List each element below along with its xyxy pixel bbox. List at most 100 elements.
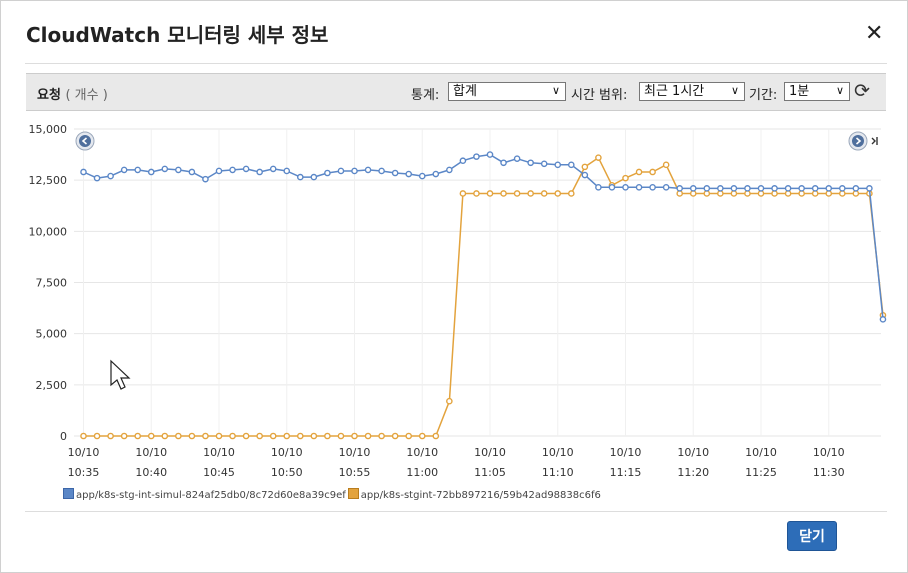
chart-nav bbox=[75, 131, 878, 151]
statistic-label: 통계: bbox=[411, 88, 440, 103]
data-point-orange bbox=[446, 397, 453, 405]
data-point-blue bbox=[771, 185, 778, 192]
data-point-orange bbox=[418, 432, 426, 440]
data-point-blue bbox=[80, 168, 87, 176]
data-point-orange bbox=[202, 432, 209, 440]
data-point-blue bbox=[161, 165, 169, 173]
data-point-blue bbox=[852, 185, 860, 192]
data-point-orange bbox=[581, 163, 589, 171]
data-point-blue bbox=[649, 184, 656, 191]
data-point-orange bbox=[93, 432, 101, 440]
data-point-orange bbox=[568, 190, 575, 197]
data-point-blue bbox=[811, 185, 819, 192]
data-point-blue bbox=[595, 184, 602, 191]
data-point-orange bbox=[188, 432, 196, 440]
y-axis-ticks: 15,000 12,500 10,000 7,500 5,000 2,500 0 bbox=[29, 123, 68, 443]
time-range-select[interactable]: 최근 1시간 ∨ bbox=[639, 82, 745, 101]
data-point-blue bbox=[175, 166, 182, 174]
data-point-orange bbox=[134, 432, 141, 440]
data-point-orange bbox=[324, 432, 331, 440]
data-point-orange bbox=[391, 432, 399, 440]
close-button[interactable]: 닫기 bbox=[787, 521, 837, 551]
data-point-orange bbox=[351, 432, 358, 440]
period-label: 기간: bbox=[749, 88, 778, 103]
data-point-orange bbox=[622, 174, 629, 182]
x-tick-time: 11:00 bbox=[406, 466, 438, 479]
data-point-blue bbox=[418, 172, 426, 180]
data-point-blue bbox=[283, 167, 291, 175]
chart-legend: app/k8s-stg-int-simul-824af25db0/8c72d60… bbox=[63, 488, 601, 501]
data-point-blue bbox=[147, 168, 155, 176]
data-point-orange bbox=[473, 190, 480, 197]
data-point-orange bbox=[283, 432, 291, 440]
data-point-orange bbox=[527, 190, 534, 197]
chevron-down-icon: ∨ bbox=[835, 84, 844, 97]
data-point-blue bbox=[107, 172, 114, 180]
latest-period-button[interactable] bbox=[871, 137, 878, 145]
data-point-blue bbox=[689, 185, 697, 192]
legend-swatch-orange bbox=[347, 488, 359, 499]
mouse-cursor-icon bbox=[110, 359, 131, 390]
y-tick-label: 2,500 bbox=[36, 379, 68, 392]
data-point-blue bbox=[405, 170, 413, 178]
x-tick-date: 10/10 bbox=[339, 446, 371, 459]
statistic-value: 합계 bbox=[453, 84, 477, 99]
next-period-button[interactable] bbox=[848, 131, 868, 151]
statistic-select[interactable]: 합계 ∨ bbox=[448, 82, 566, 101]
legend-label-blue: app/k8s-stg-int-simul-824af25db0/8c72d60… bbox=[76, 490, 346, 501]
data-point-blue bbox=[730, 185, 738, 192]
data-point-blue bbox=[879, 316, 887, 323]
x-axis-ticks: 10/10 10:35 10/10 10:40 10/10 10:45 10/10 10:50… bbox=[68, 446, 845, 479]
refresh-icon[interactable]: ⟳ bbox=[854, 80, 870, 102]
y-tick-label: 5,000 bbox=[36, 328, 68, 341]
data-point-orange bbox=[296, 432, 304, 440]
x-tick-date: 10/10 bbox=[610, 446, 642, 459]
y-tick-label: 7,500 bbox=[36, 277, 68, 290]
data-point-blue bbox=[391, 169, 399, 177]
x-tick-date: 10/10 bbox=[271, 446, 303, 459]
data-point-orange bbox=[432, 432, 440, 440]
x-tick-time: 11:15 bbox=[610, 466, 642, 479]
data-point-blue bbox=[866, 185, 873, 192]
x-tick-date: 10/10 bbox=[542, 446, 574, 459]
data-point-blue bbox=[473, 153, 480, 160]
x-tick-time: 10:45 bbox=[203, 466, 235, 479]
metric-label: 요청 ( 개수 ) bbox=[37, 84, 108, 103]
series-line-orange bbox=[83, 156, 884, 437]
data-point-blue bbox=[540, 160, 548, 168]
x-tick-date: 10/10 bbox=[203, 446, 235, 459]
data-point-orange bbox=[405, 432, 413, 440]
x-tick-time: 11:20 bbox=[677, 466, 709, 479]
data-point-orange bbox=[229, 432, 236, 440]
y-tick-label: 10,000 bbox=[29, 225, 68, 238]
data-point-blue bbox=[134, 166, 141, 174]
data-point-blue bbox=[798, 185, 805, 192]
x-tick-time: 11:10 bbox=[542, 466, 574, 479]
data-point-blue bbox=[256, 168, 263, 176]
data-point-blue bbox=[500, 159, 507, 167]
previous-period-button[interactable] bbox=[75, 131, 95, 151]
period-select[interactable]: 1분 ∨ bbox=[784, 82, 850, 101]
cursor-shape bbox=[110, 359, 131, 390]
time-range-label: 시간 범위: bbox=[571, 88, 628, 103]
chart-toolbar: 요청 ( 개수 ) 통계: 합계 ∨ 시간 범위: 최근 1시간 ∨ 기간: 1… bbox=[26, 73, 886, 111]
x-tick-time: 11:25 bbox=[745, 466, 777, 479]
requests-line-chart: 15,000 12,500 10,000 7,500 5,000 2,500 0 10/10… bbox=[29, 123, 887, 479]
data-point-blue bbox=[229, 166, 236, 174]
data-point-orange bbox=[80, 432, 87, 440]
data-point-blue bbox=[608, 184, 616, 191]
period-value: 1분 bbox=[789, 84, 810, 99]
title-divider bbox=[25, 63, 887, 64]
close-icon[interactable]: ✕ bbox=[865, 21, 884, 46]
data-point-blue bbox=[635, 184, 643, 191]
chevron-down-icon: ∨ bbox=[551, 84, 560, 97]
metric-unit: ( 개수 ) bbox=[65, 88, 108, 103]
chevron-left-icon bbox=[81, 137, 88, 145]
x-tick-date: 10/10 bbox=[68, 446, 100, 459]
data-point-orange bbox=[120, 432, 128, 440]
x-tick-time: 10:35 bbox=[68, 466, 100, 479]
data-point-orange bbox=[310, 432, 318, 440]
data-point-blue bbox=[757, 185, 765, 192]
legend-label-orange: app/k8s-stgint-72bb897216/59b42ad98838c6… bbox=[360, 490, 601, 501]
